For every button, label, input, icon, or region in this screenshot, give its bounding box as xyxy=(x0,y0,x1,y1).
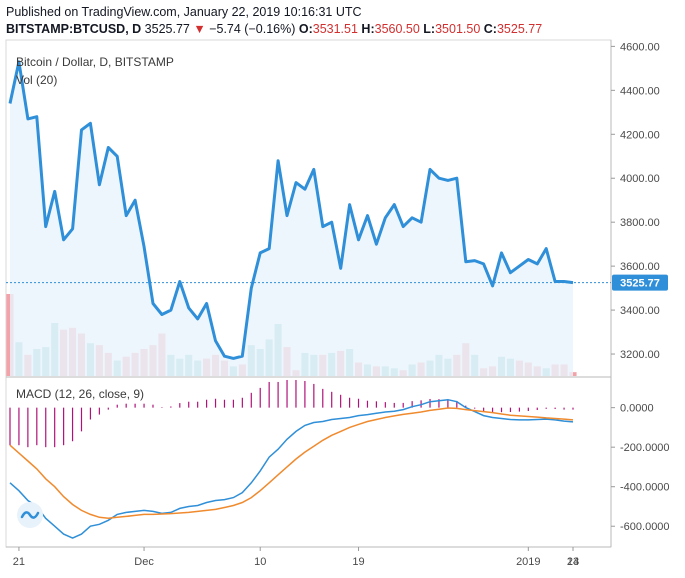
open-label: O: xyxy=(298,22,313,36)
macd-tick-label: -600.0000 xyxy=(620,521,670,533)
time-tick-label: Dec xyxy=(134,556,154,568)
macd-line[interactable] xyxy=(9,398,574,539)
price-change: −5.74 (−0.16%) xyxy=(209,22,296,36)
price-tick-label: 4200.00 xyxy=(620,129,660,141)
change-arrow-icon: ▼ xyxy=(193,22,206,36)
time-tick-label: 23 xyxy=(567,556,579,568)
signal-line[interactable] xyxy=(9,407,574,520)
tradingview-logo[interactable] xyxy=(17,502,43,528)
symbol-header: BITSTAMP:BTCUSD, D 3525.77 ▼ −5.74 (−0.1… xyxy=(6,22,542,36)
open-value: 3531.51 xyxy=(312,22,358,36)
time-tick-label: 10 xyxy=(254,556,266,568)
time-tick-label: 14 xyxy=(567,556,579,568)
macd-tick-label: -400.0000 xyxy=(620,482,670,494)
macd-label: MACD (12, 26, close, 9) xyxy=(16,387,144,401)
macd-axis[interactable]: 0.0000 -200.0000 -400.0000 -600.0000 xyxy=(611,403,670,534)
last-price-badge xyxy=(612,274,668,291)
high-label: H: xyxy=(361,22,375,36)
published-notice: Published on TradingView.com, January 22… xyxy=(6,5,362,19)
high-value: 3560.50 xyxy=(374,22,420,36)
low-value: 3501.50 xyxy=(435,22,481,36)
price-tick-label: 3600.00 xyxy=(620,261,660,273)
macd-tick-label: 0.0000 xyxy=(620,403,654,415)
price-tick-label: 4400.00 xyxy=(620,85,660,97)
last-price: 3525.77 xyxy=(144,22,190,36)
macd-tick-label: -200.0000 xyxy=(620,442,670,454)
symbol-name: BITSTAMP:BTCUSD, D xyxy=(6,22,142,36)
price-tick-label: 3200.00 xyxy=(620,349,660,361)
price-line[interactable] xyxy=(8,60,574,360)
close-value: 3525.77 xyxy=(496,22,543,36)
price-tick-label: 3800.00 xyxy=(620,217,660,229)
price-tick-label: 3400.00 xyxy=(620,305,660,317)
price-axis[interactable]: 4600.00 4400.00 4200.00 4000.00 3800.00 3600.… xyxy=(611,41,660,361)
close-label: C: xyxy=(483,22,497,36)
low-label: L: xyxy=(423,22,436,36)
chart-title: Bitcoin / Dollar, D, BITSTAMP xyxy=(16,55,174,69)
macd-histogram xyxy=(9,379,574,448)
time-tick-label: 21 xyxy=(13,556,25,568)
price-tick-label: 4600.00 xyxy=(620,41,660,53)
price-area-fill xyxy=(10,61,573,377)
last-price-badge-label: 3525.77 xyxy=(620,278,660,290)
time-tick-label: 19 xyxy=(352,556,364,568)
logo-wave-icon xyxy=(20,511,40,519)
volume-label: Vol (20) xyxy=(16,73,57,87)
price-tick-label: 4000.00 xyxy=(620,173,660,185)
time-tick-label: 2019 xyxy=(516,556,540,568)
